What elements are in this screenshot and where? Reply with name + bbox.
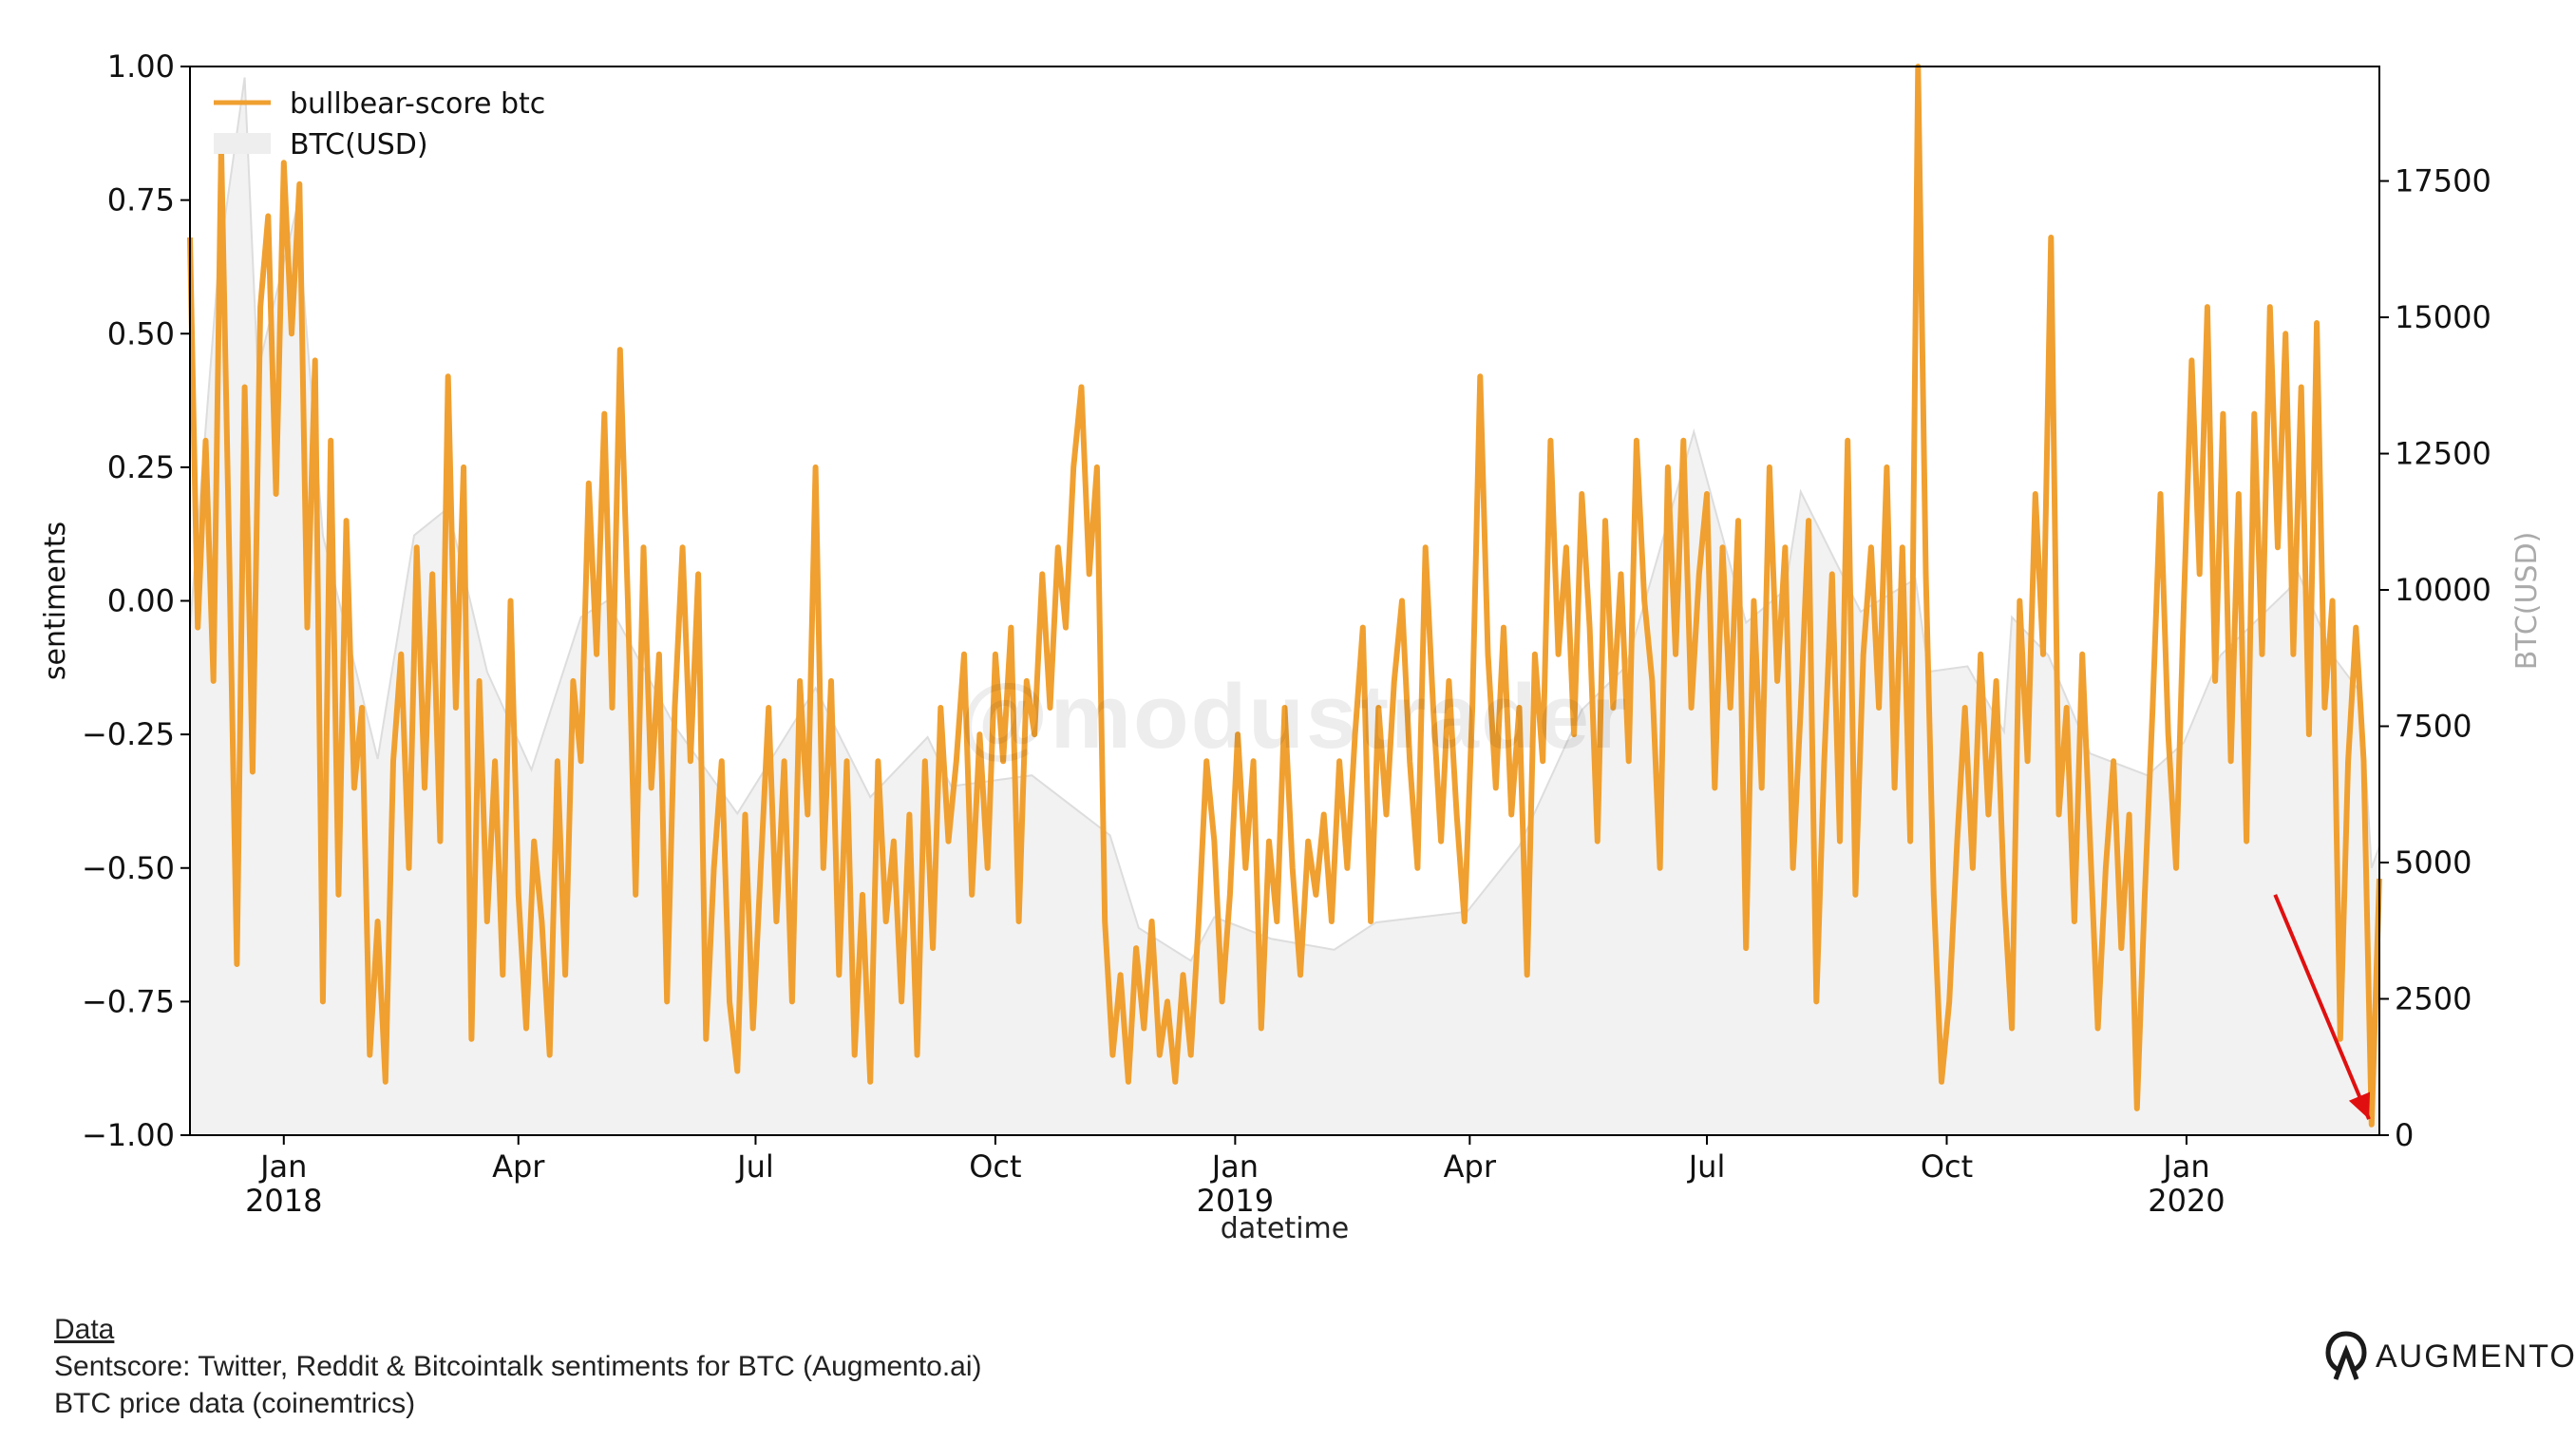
x-year-label: 2020	[2148, 1183, 2225, 1219]
arrow-head	[2348, 1091, 2371, 1120]
watermark: @modustrader	[959, 666, 1629, 768]
x-tick-label: Jan	[2161, 1148, 2209, 1185]
right-tick-label: 15000	[2395, 299, 2491, 335]
logo-text: AUGMENTO	[2376, 1338, 2576, 1375]
bullbear-score-line	[187, 64, 2382, 1128]
left-tick-label: −1.00	[82, 1117, 175, 1153]
x-tick-label: Jul	[1687, 1148, 1726, 1185]
left-tick-label: 0.75	[107, 182, 175, 218]
right-y-axis: 17500 15000 12500 10000 7500 5000 2500 0	[2379, 163, 2491, 1153]
right-y-axis-title: BTC(USD)	[2510, 532, 2544, 671]
right-tick-label: 10000	[2395, 572, 2491, 608]
left-y-axis-title: sentiments	[39, 522, 72, 680]
btc-price-area	[190, 77, 2379, 1135]
x-tick-label: Apr	[492, 1148, 545, 1185]
right-tick-label: 7500	[2395, 709, 2472, 745]
left-tick-label: −0.50	[82, 850, 175, 886]
legend: bullbear-score btc BTC(USD)	[214, 87, 545, 161]
footer-heading: Data	[54, 1314, 115, 1345]
right-tick-label: 5000	[2395, 844, 2472, 881]
right-tick-label: 17500	[2395, 163, 2491, 199]
x-tick-label: Jul	[735, 1148, 774, 1185]
x-tick-label: Jan	[258, 1148, 307, 1185]
legend-label-bullbear: bullbear-score btc	[290, 87, 545, 121]
x-tick-label: Oct	[1921, 1148, 1973, 1185]
footer-line-price: BTC price data (coinemtrics)	[54, 1388, 416, 1419]
right-tick-label: 0	[2395, 1117, 2414, 1153]
right-tick-label: 2500	[2395, 981, 2472, 1017]
left-tick-label: 0.25	[107, 449, 175, 485]
legend-label-btc: BTC(USD)	[290, 128, 428, 161]
x-tick-label: Oct	[969, 1148, 1021, 1185]
bullbear-score-series	[187, 64, 2382, 1128]
x-year-label: 2018	[245, 1183, 322, 1219]
right-tick-label: 12500	[2395, 436, 2491, 472]
x-tick-label: Jan	[1210, 1148, 1259, 1185]
legend-swatch-btc	[214, 133, 271, 154]
left-tick-label: 1.00	[107, 48, 175, 85]
augmento-logo-icon	[2325, 1331, 2367, 1380]
x-axis-title: datetime	[1221, 1212, 1349, 1245]
left-tick-label: −0.25	[82, 716, 175, 752]
augmento-logo: AUGMENTO	[2324, 1328, 2576, 1385]
left-tick-label: 0.50	[107, 315, 175, 351]
x-tick-label: Apr	[1444, 1148, 1497, 1185]
x-year-label: 2019	[1197, 1183, 1274, 1219]
left-y-axis: 1.00 0.75 0.50 0.25 0.00 −0.25 −0.50 −0.75 −1.00	[82, 48, 190, 1153]
left-tick-label: 0.00	[107, 583, 175, 619]
footer: Data Sentscore: Twitter, Reddit & Bitcoi…	[54, 1311, 982, 1422]
left-tick-label: −0.75	[82, 983, 175, 1019]
annotation-arrow	[2273, 894, 2371, 1120]
arrow-shaft	[2273, 894, 2371, 1120]
footer-line-sentscore: Sentscore: Twitter, Reddit & Bitcointalk…	[54, 1351, 982, 1382]
